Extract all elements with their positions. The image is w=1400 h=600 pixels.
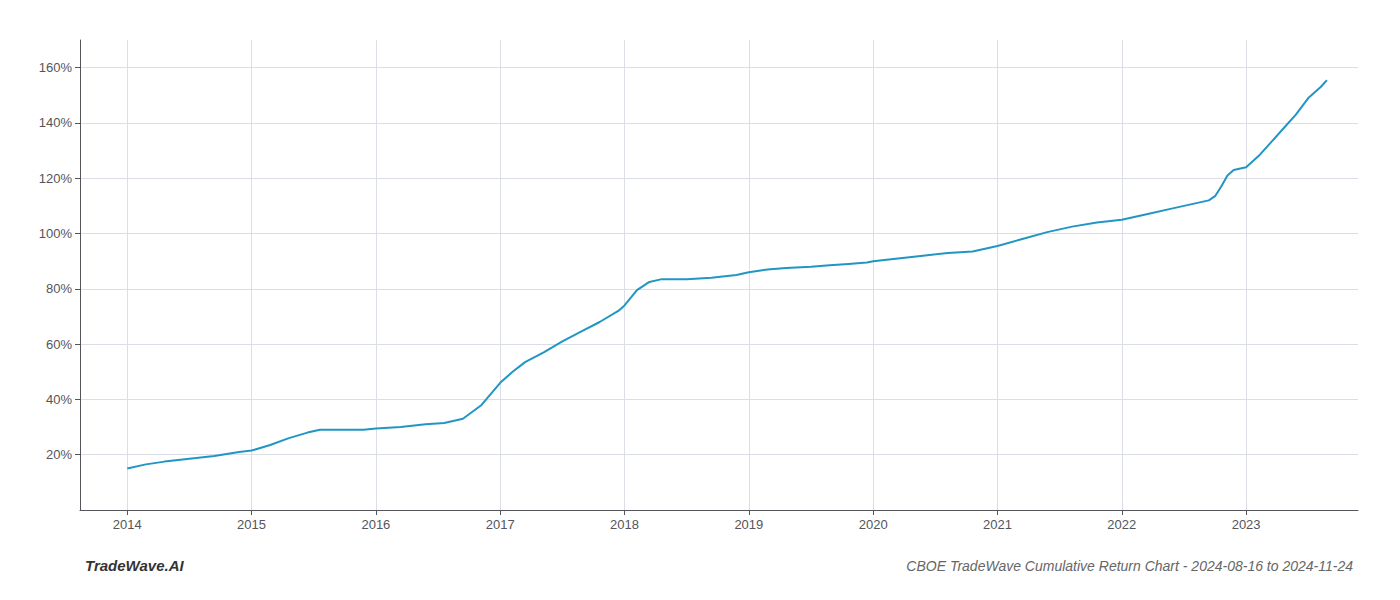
svg-text:160%: 160% bbox=[39, 60, 73, 75]
svg-text:2016: 2016 bbox=[361, 517, 390, 532]
svg-text:100%: 100% bbox=[39, 226, 73, 241]
svg-text:120%: 120% bbox=[39, 171, 73, 186]
svg-text:2022: 2022 bbox=[1107, 517, 1136, 532]
svg-text:TradeWave.AI: TradeWave.AI bbox=[85, 557, 184, 574]
svg-text:20%: 20% bbox=[46, 447, 72, 462]
svg-text:140%: 140% bbox=[39, 115, 73, 130]
svg-text:2015: 2015 bbox=[237, 517, 266, 532]
svg-text:CBOE TradeWave Cumulative Retu: CBOE TradeWave Cumulative Return Chart -… bbox=[906, 558, 1353, 574]
svg-text:2021: 2021 bbox=[983, 517, 1012, 532]
svg-text:2023: 2023 bbox=[1232, 517, 1261, 532]
svg-text:80%: 80% bbox=[46, 281, 72, 296]
svg-text:2019: 2019 bbox=[734, 517, 763, 532]
svg-text:60%: 60% bbox=[46, 337, 72, 352]
svg-text:2018: 2018 bbox=[610, 517, 639, 532]
svg-text:2020: 2020 bbox=[859, 517, 888, 532]
svg-text:40%: 40% bbox=[46, 392, 72, 407]
svg-text:2014: 2014 bbox=[113, 517, 142, 532]
svg-text:2017: 2017 bbox=[486, 517, 515, 532]
